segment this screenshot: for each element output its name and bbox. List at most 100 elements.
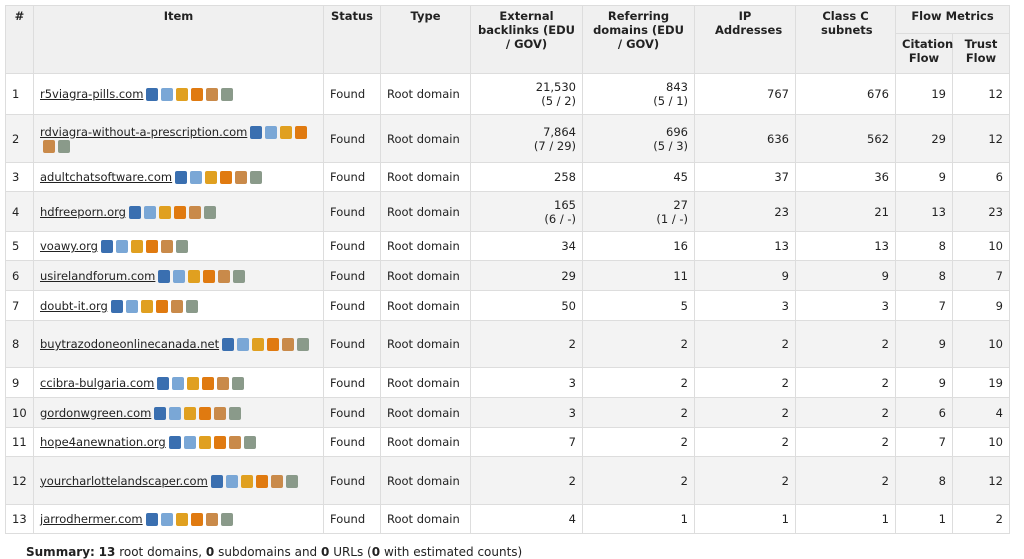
domain-link[interactable]: doubt-it.org [40, 298, 108, 313]
tool-icon[interactable] [157, 376, 170, 390]
tool-icon[interactable] [130, 240, 143, 253]
tool-icon[interactable] [205, 513, 218, 526]
tool-icon[interactable] [188, 269, 201, 283]
tool-icon[interactable] [199, 406, 212, 420]
referring-cell: 45 [582, 162, 695, 192]
backlinks: 7,864 [543, 124, 576, 139]
referring-cell: 16 [582, 231, 695, 261]
domain-link[interactable]: rdviagra-without-a-prescription.com [40, 124, 248, 139]
tool-icon[interactable] [202, 376, 215, 390]
tool-icon[interactable] [282, 338, 295, 351]
tool-icon[interactable] [169, 406, 182, 420]
status: Found [323, 162, 381, 192]
tool-icon[interactable] [188, 205, 201, 219]
tool-icon[interactable] [175, 513, 188, 526]
tool-icon[interactable] [295, 125, 308, 139]
tool-icon[interactable] [280, 125, 293, 139]
tool-icon[interactable] [172, 376, 185, 390]
tool-icon[interactable] [187, 376, 200, 390]
domain-link[interactable]: usirelandforum.com [40, 268, 156, 283]
tool-icon[interactable] [155, 299, 168, 313]
tool-icon[interactable] [145, 513, 158, 526]
domain-link[interactable]: adultchatsoftware.com [40, 170, 173, 184]
tool-icon[interactable] [218, 269, 231, 283]
tool-icon[interactable] [205, 171, 218, 184]
tool-icon[interactable] [265, 125, 278, 139]
tool-icon[interactable] [100, 240, 113, 253]
tool-icon[interactable] [203, 205, 216, 219]
tool-icon[interactable] [198, 436, 211, 449]
tool-icon[interactable] [267, 338, 280, 351]
tool-icon[interactable] [185, 299, 198, 313]
tool-icon[interactable] [190, 171, 203, 184]
tool-icon[interactable] [221, 88, 234, 101]
tool-icon[interactable] [158, 205, 171, 219]
tool-icon[interactable] [173, 205, 186, 219]
tool-icon[interactable] [233, 269, 246, 283]
tool-icon[interactable] [128, 205, 141, 219]
tool-icon[interactable] [173, 269, 186, 283]
tool-icon[interactable] [225, 474, 238, 488]
domain-link[interactable]: gordonwgreen.com [40, 405, 152, 420]
tool-icon[interactable] [115, 240, 128, 253]
tool-icon[interactable] [220, 171, 233, 184]
domain-link[interactable]: hope4anewnation.org [40, 435, 166, 449]
summary-sub-count: 0 [205, 545, 215, 559]
tool-icon[interactable] [58, 139, 70, 153]
domain-link[interactable]: yourcharlottelandscaper.com [40, 473, 208, 488]
tool-icon[interactable] [175, 240, 188, 253]
tool-icon[interactable] [140, 299, 153, 313]
tool-icon[interactable] [217, 376, 230, 390]
tool-icon[interactable] [237, 338, 250, 351]
tool-icon[interactable] [168, 436, 181, 449]
tool-icon[interactable] [160, 513, 173, 526]
tool-icon[interactable] [255, 474, 268, 488]
tool-icon[interactable] [232, 376, 245, 390]
tool-icon[interactable] [222, 338, 235, 351]
domain-link[interactable]: buytrazodoneonlinecanada.net [40, 337, 220, 351]
tool-icon[interactable] [170, 299, 183, 313]
domain-link[interactable]: jarrodhermer.com [40, 512, 143, 526]
tool-icon[interactable] [110, 299, 123, 313]
tool-icon[interactable] [297, 338, 310, 351]
tool-icon[interactable] [184, 406, 197, 420]
tool-icon[interactable] [145, 240, 158, 253]
tool-icon[interactable] [243, 436, 256, 449]
tool-icon[interactable] [206, 88, 219, 101]
referring: 1 [680, 512, 688, 526]
tool-icon[interactable] [240, 474, 253, 488]
tool-icon[interactable] [43, 139, 55, 153]
tool-icon[interactable] [213, 436, 226, 449]
tool-icon[interactable] [252, 338, 265, 351]
tool-icon[interactable] [183, 436, 196, 449]
tool-icon[interactable] [229, 406, 242, 420]
tool-icon[interactable] [270, 474, 283, 488]
tool-icon[interactable] [285, 474, 298, 488]
tool-icon[interactable] [228, 436, 241, 449]
tool-icon[interactable] [190, 513, 203, 526]
tool-icon[interactable] [161, 88, 174, 101]
domain-link[interactable]: voawy.org [40, 239, 98, 253]
tool-icon[interactable] [125, 299, 138, 313]
tool-icon[interactable] [220, 513, 233, 526]
tool-icon[interactable] [235, 171, 248, 184]
tool-icon[interactable] [250, 171, 263, 184]
tool-icon[interactable] [191, 88, 204, 101]
domain-link[interactable]: r5viagra-pills.com [40, 87, 144, 101]
domain-link[interactable]: ccibra-bulgaria.com [40, 375, 155, 390]
tool-icon[interactable] [175, 171, 188, 184]
tool-icon[interactable] [154, 406, 167, 420]
tool-icon[interactable] [203, 269, 216, 283]
domain-link[interactable]: hdfreeporn.org [40, 204, 126, 219]
tool-icon[interactable] [250, 125, 263, 139]
citation-flow: 19 [895, 73, 953, 115]
item-cell: rdviagra-without-a-prescription.com [33, 114, 324, 163]
tool-icon[interactable] [210, 474, 223, 488]
table-row: 3 adultchatsoftware.com Found Root domain 25… [5, 162, 1010, 192]
tool-icon[interactable] [146, 88, 159, 101]
tool-icon[interactable] [176, 88, 189, 101]
tool-icon[interactable] [214, 406, 227, 420]
tool-icon[interactable] [143, 205, 156, 219]
tool-icon[interactable] [160, 240, 173, 253]
tool-icon[interactable] [158, 269, 171, 283]
